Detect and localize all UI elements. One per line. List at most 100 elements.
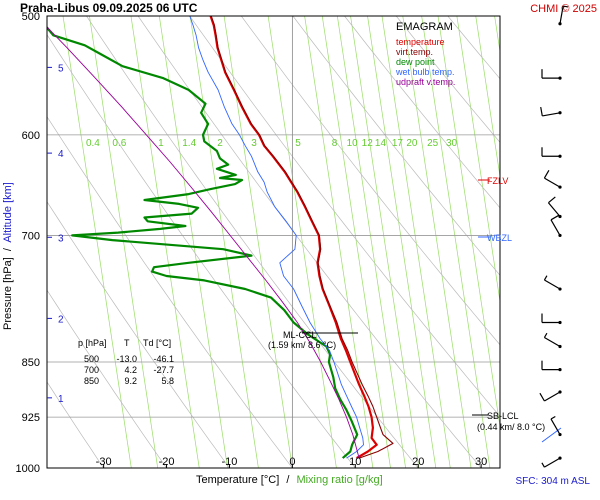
wind-barb (541, 456, 562, 468)
table-cell: 850 (84, 376, 99, 386)
chmi-credit: CHMI © 2025 (530, 3, 597, 15)
wind-barb-shaft (559, 5, 564, 24)
sounding-table: p [hPa] T Td [°C] 500 -13.0 -46.1 700 4.… (78, 338, 174, 386)
wind-barb-shaft (550, 219, 561, 236)
wind-barb (550, 415, 562, 437)
wind-barb (547, 196, 562, 219)
wind-barb (541, 360, 562, 372)
altitude-tick-label: 2 (58, 314, 64, 325)
mixing-ratio-line (62, 16, 132, 468)
table-cell: 5.8 (161, 376, 174, 386)
pressure-tick-label: 850 (22, 357, 40, 369)
pressure-tick-label: 500 (22, 11, 40, 23)
wind-barb-shaft (544, 391, 561, 402)
sb-lcl-detail: (0.44 km/ 8.0 °C) (477, 422, 545, 432)
dry-adiabat (86, 16, 419, 468)
dry-adiabat (551, 16, 600, 468)
sb-lcl-label: SB-LCL (487, 411, 519, 421)
level-annotations: FZLV WBZL ML-CCL (1.59 km/ 8.6 °C) SB-LC… (268, 176, 545, 432)
series-wet-bulb-temp (189, 16, 364, 459)
wind-barb-flag (539, 392, 545, 402)
mixing-ratio-line (475, 16, 500, 179)
pressure-tick-label: 700 (22, 230, 40, 242)
series-dew-point (47, 26, 359, 459)
fzlv-label: FZLV (487, 176, 508, 186)
table-cell: -27.7 (153, 365, 174, 375)
temperature-tick-label: -30 (96, 456, 112, 468)
mixing-ratio-label: 0.4 (86, 138, 100, 149)
mixing-ratio-label: 8 (332, 138, 338, 149)
mixing-ratio-line (456, 16, 500, 304)
y-axis-label-sep: / (2, 247, 14, 251)
mixing-ratio-label: 17 (392, 138, 404, 149)
pressure-tick-label: 925 (22, 412, 40, 424)
mixing-ratio-label: 5 (295, 138, 301, 149)
wind-barb-station (558, 390, 562, 394)
x-axis-label: Temperature [°C] / Mixing ratio [g/kg] (196, 474, 383, 486)
temperature-tick-label: -10 (222, 456, 238, 468)
wind-barb-station (558, 185, 562, 189)
mixing-ratio-label: 3 (251, 138, 257, 149)
wbzl-label: WBZL (487, 233, 512, 243)
ml-ccl-label: ML-CCL (283, 330, 317, 340)
mixing-ratio-line (189, 16, 259, 468)
wind-barb-shaft (544, 279, 561, 290)
x-axis-label-sep: / (286, 474, 290, 486)
wind-barb-flag (540, 106, 543, 117)
pressure-tick-label: 600 (22, 130, 40, 142)
wind-barb (550, 214, 562, 238)
wind-barb-station (558, 456, 562, 460)
altitude-tick-label: 5 (58, 63, 64, 74)
pressure-tick-label: 1000 (16, 463, 40, 475)
table-cell: 4.2 (124, 365, 137, 375)
wind-barb-shaft (542, 112, 561, 117)
wind-barb (541, 69, 562, 80)
mixing-ratio-label: 1 (158, 138, 164, 149)
wind-barb-station (558, 320, 562, 325)
wind-barb-flag (541, 462, 545, 468)
legend-virt-temp: virt.temp. (396, 47, 433, 57)
y-axis-label-altitude: Altitude [km] (2, 182, 14, 243)
mixing-ratio-label: 2 (217, 138, 223, 149)
wind-barb (541, 147, 562, 158)
mixing-ratio-line (350, 16, 420, 468)
table-header-p: p [hPa] (78, 338, 107, 348)
wind-barb-flag (550, 415, 556, 420)
table-header-td: Td [°C] (143, 338, 171, 348)
profile-series (47, 16, 394, 460)
dry-adiabat (47, 34, 356, 468)
legend-dew-point: dew point (396, 57, 435, 67)
dry-adiabat (137, 16, 482, 468)
wind-barb (541, 313, 562, 325)
mixing-ratio-label: 20 (406, 138, 418, 149)
mixing-ratio-label: 14 (375, 138, 387, 149)
mixing-ratio-labels: 0.4 0.6 1 1.4 2 3 5 8 10 12 14 17 20 25 30 (86, 138, 458, 149)
series-virt-temp (210, 16, 394, 459)
dry-adiabat (47, 289, 167, 468)
wind-barb-flag (550, 214, 560, 221)
altitude-ticks: 1 2 3 4 5 (47, 63, 64, 405)
wind-barb-flag (563, 5, 569, 8)
temperature-tick-label: 10 (349, 456, 361, 468)
mixing-ratio-line (336, 16, 406, 468)
table-cell: 500 (84, 354, 99, 364)
x-axis-label-mixing: Mixing ratio [g/kg] (296, 474, 382, 486)
wind-barb-shaft (544, 177, 561, 188)
table-cell: -46.1 (153, 354, 174, 364)
dry-adiabat (47, 116, 293, 468)
wind-barb-shaft (544, 457, 561, 468)
wind-barb (543, 332, 562, 349)
dry-adiabat (47, 201, 230, 468)
mixing-ratio-line (130, 16, 200, 468)
chart-title: Praha-Libus 09.09.2025 06 UTC (20, 1, 198, 15)
wind-barb-station (558, 154, 562, 158)
dry-adiabat (241, 16, 500, 346)
mixing-ratio-label: 12 (362, 138, 374, 149)
dry-adiabat (292, 16, 500, 276)
wind-barb (543, 275, 562, 291)
wind-barb-station (558, 22, 562, 26)
wind-barb-flag (543, 169, 550, 179)
mixing-ratio-label: 1.4 (182, 138, 196, 149)
wind-barb (539, 390, 562, 402)
table-cell: -13.0 (116, 354, 137, 364)
